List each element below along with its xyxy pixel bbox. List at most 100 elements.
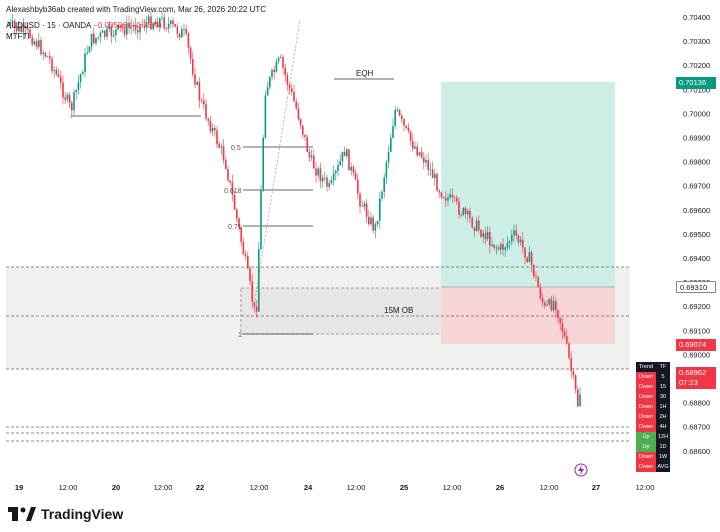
- candle-body: [372, 217, 374, 231]
- candle-body: [572, 371, 575, 376]
- y-tick-label: 0.69000: [683, 350, 710, 359]
- candle-body: [297, 108, 300, 120]
- candle-body: [310, 155, 313, 158]
- candle-body: [563, 332, 566, 337]
- entry-price-label: 0.69310: [676, 281, 716, 293]
- candle-body: [544, 302, 546, 306]
- candle-body: [368, 216, 370, 225]
- tf-header: TF: [656, 362, 670, 372]
- candle-body: [363, 203, 366, 207]
- candle-body: [77, 82, 80, 91]
- candle-body: [264, 95, 267, 138]
- candle-body: [484, 233, 487, 240]
- candle-body: [110, 26, 113, 37]
- candlestick-series: [7, 11, 581, 408]
- candle-body: [482, 233, 484, 237]
- candle-body: [420, 152, 423, 158]
- x-axis[interactable]: 19 12:00 20 12:00 22 12:00 24 12:00 25 12:00 26 12:…: [15, 483, 655, 492]
- candle-body: [266, 87, 269, 96]
- indicator-label[interactable]: MTFTI: [6, 32, 30, 41]
- lightning-icon[interactable]: [574, 463, 588, 477]
- candle-body: [467, 210, 469, 215]
- candle-body: [275, 61, 278, 73]
- candle-body: [304, 134, 306, 137]
- candle-body: [326, 177, 328, 187]
- candle-body: [555, 301, 557, 311]
- trend-cell: Up: [636, 432, 656, 442]
- candle-body: [176, 26, 179, 34]
- candle-body: [88, 46, 91, 53]
- candle-body: [79, 74, 82, 83]
- candle-body: [165, 28, 168, 30]
- timeframe-cell: AVG: [656, 462, 670, 472]
- x-tick-label: 22: [196, 483, 204, 492]
- trend-cell: Down: [636, 422, 656, 432]
- candle-body: [313, 155, 315, 169]
- candle-body: [561, 323, 564, 333]
- candle-body: [194, 74, 196, 85]
- candle-body: [517, 235, 520, 243]
- candle-body: [115, 29, 117, 36]
- candle-body: [284, 67, 286, 76]
- candle-body: [174, 24, 176, 27]
- timeframe-cell: 30: [656, 392, 670, 402]
- candle-body: [44, 52, 47, 57]
- timeframe-cell: 1D: [656, 442, 670, 452]
- candle-body: [370, 217, 372, 225]
- trend-table-row: Up 1D: [636, 442, 670, 452]
- candle-body: [35, 41, 38, 48]
- candle-body: [123, 28, 126, 35]
- candle-body: [187, 33, 190, 48]
- chart-attribution: Alexashbyb36ab created with TradingView.…: [6, 5, 266, 14]
- trend-table-row: Down AVG: [636, 462, 670, 472]
- candle-body: [579, 394, 581, 407]
- candle-body: [167, 23, 170, 29]
- trend-cell: Down: [636, 462, 656, 472]
- fib-1-label: 1: [238, 332, 242, 339]
- candle-body: [401, 115, 403, 119]
- candle-body: [233, 194, 236, 210]
- candle-body: [163, 17, 165, 29]
- candle-body: [566, 336, 568, 344]
- candle-body: [383, 177, 385, 192]
- candle-body: [181, 29, 183, 38]
- fib-071-label: 0.71: [228, 224, 242, 231]
- candle-body: [418, 152, 421, 156]
- candle-body: [185, 29, 187, 34]
- candle-body: [222, 146, 225, 161]
- candle-body: [381, 191, 383, 199]
- candle-body: [519, 239, 522, 243]
- candle-body: [403, 118, 405, 126]
- candle-body: [385, 162, 388, 178]
- candle-body: [18, 26, 20, 32]
- tradingview-logo-icon: [8, 507, 36, 521]
- candle-body: [53, 69, 55, 72]
- candle-body: [183, 29, 185, 30]
- candle-body: [258, 249, 260, 312]
- candle-body: [106, 28, 108, 37]
- candle-body: [429, 169, 432, 171]
- timeframe-cell: 5: [656, 372, 670, 382]
- candle-body: [31, 37, 33, 45]
- candle-body: [286, 75, 289, 85]
- candle-body: [374, 224, 377, 231]
- candle-body: [55, 69, 58, 75]
- y-tick-label: 0.69900: [683, 134, 710, 143]
- candle-body: [528, 252, 531, 262]
- fib-0618-label: 0.618: [224, 188, 242, 195]
- candle-body: [511, 235, 513, 242]
- trend-cell: Down: [636, 372, 656, 382]
- candle-body: [42, 52, 44, 55]
- candle-body: [539, 287, 542, 299]
- target-zone: [441, 82, 615, 287]
- candle-body: [247, 256, 249, 269]
- tradingview-logo[interactable]: TradingView: [8, 506, 123, 522]
- candle-body: [321, 177, 324, 182]
- candle-body: [128, 22, 130, 28]
- candle-body: [262, 137, 264, 190]
- candle-body: [449, 194, 451, 198]
- candle-body: [143, 25, 146, 28]
- candle-body: [440, 192, 443, 198]
- candle-body: [295, 101, 297, 109]
